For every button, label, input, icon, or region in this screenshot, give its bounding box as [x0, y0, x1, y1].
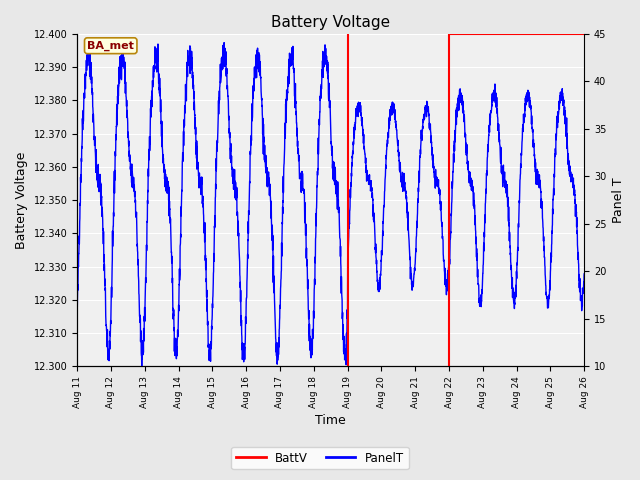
Y-axis label: Panel T: Panel T	[612, 177, 625, 223]
Legend: BattV, PanelT: BattV, PanelT	[232, 447, 408, 469]
Text: BA_met: BA_met	[87, 41, 134, 51]
Y-axis label: Battery Voltage: Battery Voltage	[15, 152, 28, 249]
Title: Battery Voltage: Battery Voltage	[271, 15, 390, 30]
X-axis label: Time: Time	[316, 414, 346, 427]
